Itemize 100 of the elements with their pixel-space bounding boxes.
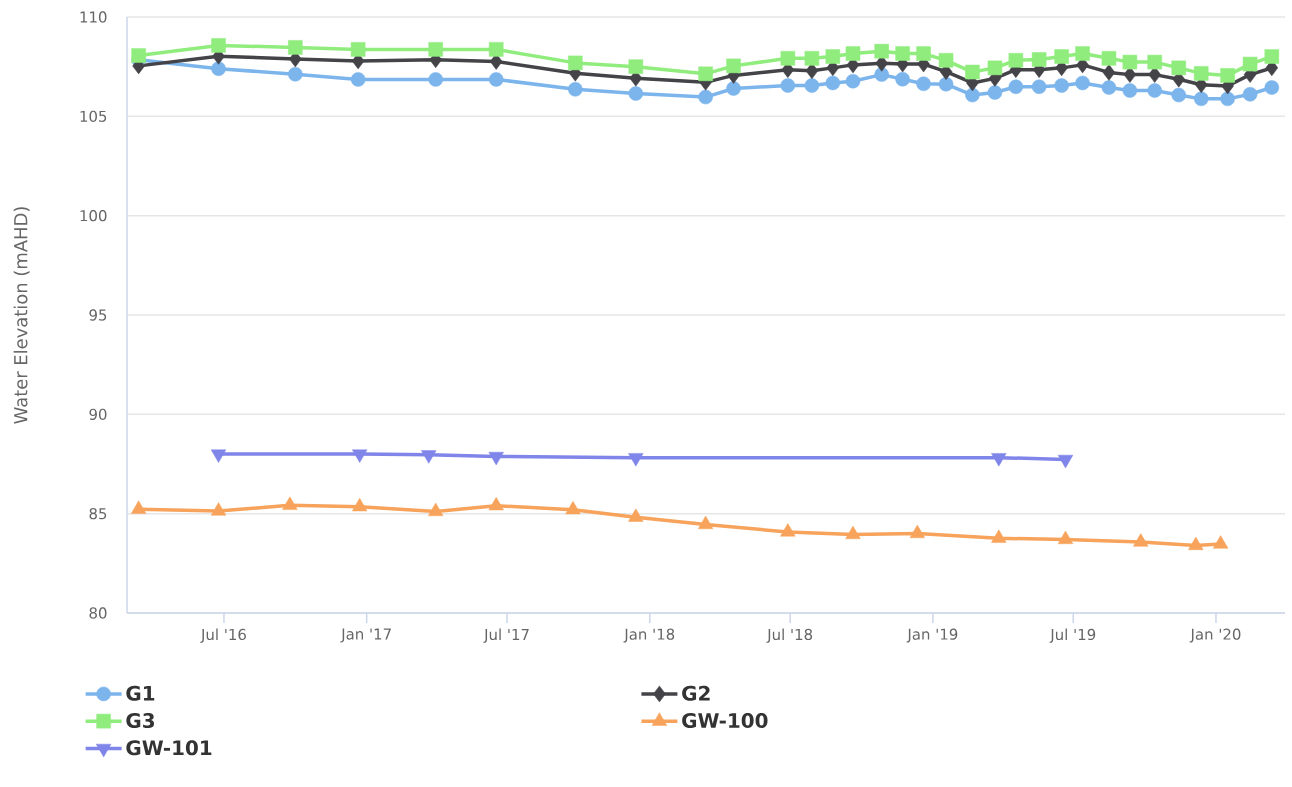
point bbox=[965, 64, 980, 80]
point bbox=[965, 87, 980, 103]
point bbox=[1008, 79, 1024, 94]
point bbox=[845, 73, 861, 89]
point bbox=[628, 59, 644, 74]
y-tick-label: 110 bbox=[80, 11, 107, 23]
point bbox=[428, 42, 443, 57]
point bbox=[780, 78, 796, 93]
x-tick-label: Jan '17 bbox=[340, 628, 391, 643]
point bbox=[488, 496, 504, 511]
point bbox=[825, 49, 841, 64]
legend-label: GW-100 bbox=[682, 713, 768, 729]
point bbox=[698, 89, 713, 105]
x-tick-label: Jan '18 bbox=[623, 628, 675, 643]
x-tick-label: Jul '18 bbox=[766, 628, 813, 643]
point bbox=[628, 508, 644, 522]
point bbox=[488, 72, 504, 87]
point bbox=[1220, 68, 1235, 83]
point bbox=[780, 523, 796, 537]
point bbox=[1147, 54, 1162, 70]
point bbox=[1264, 49, 1280, 64]
point bbox=[916, 76, 931, 92]
point bbox=[1122, 83, 1138, 98]
point bbox=[987, 60, 1003, 76]
point bbox=[1193, 66, 1209, 81]
point bbox=[282, 496, 298, 510]
point bbox=[804, 78, 820, 93]
point bbox=[874, 67, 889, 82]
point bbox=[352, 497, 368, 512]
point bbox=[1147, 83, 1162, 98]
point bbox=[780, 51, 796, 66]
point bbox=[726, 81, 741, 96]
x-tick-label: Jul '19 bbox=[1049, 628, 1096, 643]
point bbox=[1242, 56, 1258, 72]
x-tick-label: Jul '16 bbox=[200, 628, 246, 643]
point bbox=[874, 43, 889, 59]
legend-label: GW-101 bbox=[126, 740, 212, 756]
point bbox=[211, 61, 226, 76]
y-tick-label: 80 bbox=[89, 607, 107, 619]
legend-label: G2 bbox=[682, 685, 710, 701]
point bbox=[1171, 87, 1186, 103]
point bbox=[1054, 49, 1069, 64]
point bbox=[916, 46, 931, 61]
point bbox=[726, 58, 741, 74]
point bbox=[987, 85, 1003, 100]
x-tick-label: Jul '17 bbox=[483, 628, 529, 643]
point bbox=[698, 66, 713, 82]
point bbox=[938, 53, 954, 68]
point bbox=[1057, 530, 1074, 544]
y-tick-label: 85 bbox=[89, 508, 107, 520]
point bbox=[698, 515, 714, 530]
point bbox=[628, 86, 644, 101]
point bbox=[131, 48, 146, 63]
point bbox=[1242, 87, 1258, 102]
point bbox=[845, 46, 861, 61]
point bbox=[350, 72, 366, 87]
point bbox=[825, 75, 841, 91]
x-tick-label: Jan '20 bbox=[1189, 628, 1241, 643]
x-tick-label: Jan '19 bbox=[906, 628, 958, 643]
y-tick-label: 105 bbox=[80, 110, 107, 122]
point bbox=[1075, 46, 1090, 61]
point bbox=[1171, 60, 1186, 76]
point bbox=[938, 76, 954, 92]
point bbox=[1213, 535, 1229, 549]
point bbox=[428, 502, 444, 516]
point bbox=[1193, 91, 1209, 107]
y-tick-label: 90 bbox=[89, 408, 107, 420]
point bbox=[568, 82, 583, 97]
point bbox=[565, 500, 581, 515]
point bbox=[288, 66, 303, 82]
point bbox=[210, 502, 227, 516]
point bbox=[1008, 53, 1024, 68]
point bbox=[1102, 64, 1116, 81]
point bbox=[1101, 80, 1117, 95]
point bbox=[1122, 54, 1138, 70]
point bbox=[845, 525, 861, 540]
legend-label: G3 bbox=[126, 713, 155, 729]
point bbox=[131, 500, 147, 514]
point bbox=[1054, 78, 1069, 93]
y-tick-label: 95 bbox=[89, 309, 107, 321]
point bbox=[1133, 533, 1149, 547]
point bbox=[895, 71, 910, 87]
legend-label: G1 bbox=[126, 685, 155, 701]
point bbox=[428, 72, 443, 87]
point bbox=[1075, 75, 1090, 91]
point bbox=[1220, 91, 1235, 107]
point bbox=[1101, 51, 1117, 66]
point bbox=[488, 42, 504, 57]
point bbox=[350, 42, 366, 57]
y-axis-title: Water Elevation (mAHD) bbox=[13, 207, 30, 424]
point bbox=[211, 38, 226, 53]
point bbox=[991, 529, 1007, 543]
point bbox=[1264, 80, 1280, 95]
point bbox=[1031, 79, 1047, 94]
point bbox=[288, 40, 303, 55]
y-tick-label: 100 bbox=[80, 210, 107, 222]
point bbox=[568, 55, 583, 71]
point bbox=[895, 46, 910, 61]
point bbox=[1031, 52, 1047, 67]
point bbox=[1188, 536, 1204, 550]
